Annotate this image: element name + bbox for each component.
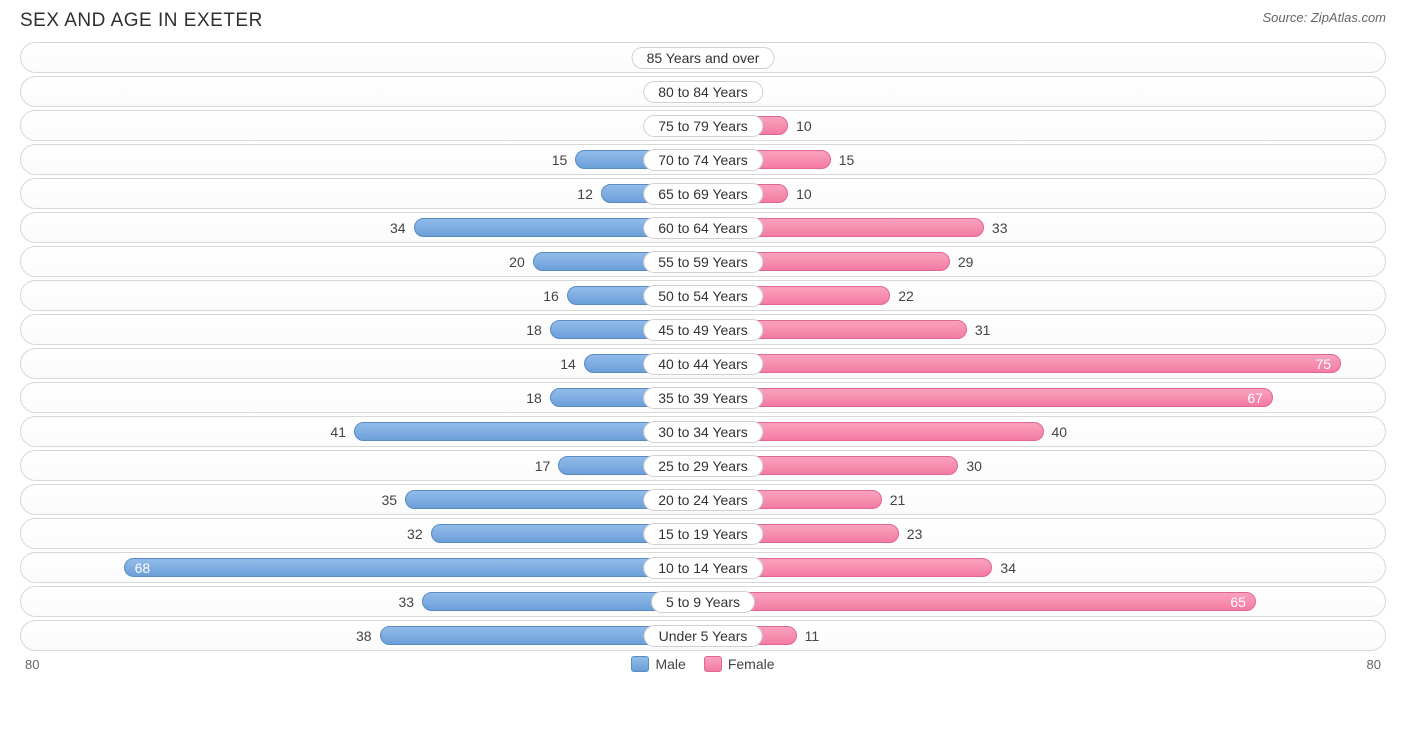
female-value: 31 — [975, 322, 991, 338]
female-value: 34 — [1000, 560, 1016, 576]
chart-row: 17 30 25 to 29 Years — [20, 450, 1386, 481]
chart-source: Source: ZipAtlas.com — [1262, 10, 1386, 25]
age-group-label: Under 5 Years — [644, 625, 763, 647]
chart-row: 68 34 10 to 14 Years — [20, 552, 1386, 583]
age-group-label: 80 to 84 Years — [643, 81, 763, 103]
age-group-label: 50 to 54 Years — [643, 285, 763, 307]
male-value: 16 — [543, 288, 559, 304]
female-bar — [703, 592, 1256, 611]
male-value: 68 — [125, 560, 161, 576]
female-value: 23 — [907, 526, 923, 542]
female-value: 65 — [1220, 594, 1256, 610]
male-value: 32 — [407, 526, 423, 542]
male-value: 38 — [356, 628, 372, 644]
age-group-label: 55 to 59 Years — [643, 251, 763, 273]
male-value: 18 — [526, 322, 542, 338]
chart-area: 5585 Years and over1480 to 84 Years41075… — [0, 34, 1406, 651]
age-group-label: 35 to 39 Years — [643, 387, 763, 409]
chart-row: 41 40 30 to 34 Years — [20, 416, 1386, 447]
male-value: 33 — [399, 594, 415, 610]
female-value: 11 — [805, 628, 820, 644]
female-swatch-icon — [704, 656, 722, 672]
female-value: 40 — [1052, 424, 1068, 440]
female-value: 10 — [796, 186, 812, 202]
legend-item-female: Female — [704, 656, 775, 672]
female-value: 15 — [839, 152, 855, 168]
chart-row: 12 10 65 to 69 Years — [20, 178, 1386, 209]
chart-row: 20 29 55 to 59 Years — [20, 246, 1386, 277]
chart-footer: 80 Male Female 80 — [0, 654, 1406, 672]
chart-row: 38 11 Under 5 Years — [20, 620, 1386, 651]
male-value: 14 — [560, 356, 576, 372]
male-value: 20 — [509, 254, 525, 270]
male-value: 15 — [552, 152, 568, 168]
female-value: 30 — [966, 458, 982, 474]
male-value: 41 — [330, 424, 346, 440]
age-group-label: 15 to 19 Years — [643, 523, 763, 545]
chart-row: 33 65 5 to 9 Years — [20, 586, 1386, 617]
female-value: 10 — [796, 118, 812, 134]
chart-row: 41075 to 79 Years — [20, 110, 1386, 141]
age-group-label: 70 to 74 Years — [643, 149, 763, 171]
age-group-label: 75 to 79 Years — [643, 115, 763, 137]
chart-title: SEX AND AGE IN EXETER — [20, 10, 263, 32]
chart-row: 34 33 60 to 64 Years — [20, 212, 1386, 243]
age-group-label: 85 Years and over — [632, 47, 775, 69]
male-swatch-icon — [631, 656, 649, 672]
axis-max-left: 80 — [25, 657, 39, 672]
male-value: 34 — [390, 220, 406, 236]
age-group-label: 30 to 34 Years — [643, 421, 763, 443]
female-value: 21 — [890, 492, 906, 508]
female-bar — [703, 354, 1341, 373]
female-bar — [703, 388, 1273, 407]
legend-item-male: Male — [631, 656, 685, 672]
legend: Male Female — [631, 656, 774, 672]
male-value: 35 — [381, 492, 397, 508]
male-bar — [124, 558, 703, 577]
female-value: 67 — [1237, 390, 1273, 406]
age-group-label: 60 to 64 Years — [643, 217, 763, 239]
chart-row: 32 23 15 to 19 Years — [20, 518, 1386, 549]
age-group-label: 40 to 44 Years — [643, 353, 763, 375]
female-value: 29 — [958, 254, 974, 270]
chart-row: 15 15 70 to 74 Years — [20, 144, 1386, 175]
age-group-label: 20 to 24 Years — [643, 489, 763, 511]
chart-row: 18 31 45 to 49 Years — [20, 314, 1386, 345]
female-value: 33 — [992, 220, 1008, 236]
age-group-label: 5 to 9 Years — [651, 591, 755, 613]
male-value: 18 — [526, 390, 542, 406]
age-group-label: 65 to 69 Years — [643, 183, 763, 205]
age-group-label: 10 to 14 Years — [643, 557, 763, 579]
chart-row: 35 21 20 to 24 Years — [20, 484, 1386, 515]
age-group-label: 25 to 29 Years — [643, 455, 763, 477]
chart-row: 18 67 35 to 39 Years — [20, 382, 1386, 413]
chart-header: SEX AND AGE IN EXETER Source: ZipAtlas.c… — [0, 0, 1406, 34]
legend-male-label: Male — [655, 656, 685, 672]
age-group-label: 45 to 49 Years — [643, 319, 763, 341]
chart-row: 16 22 50 to 54 Years — [20, 280, 1386, 311]
male-value: 12 — [577, 186, 593, 202]
female-value: 75 — [1305, 356, 1341, 372]
chart-row: 5585 Years and over — [20, 42, 1386, 73]
male-value: 17 — [535, 458, 551, 474]
axis-max-right: 80 — [1367, 657, 1381, 672]
chart-row: 14 75 40 to 44 Years — [20, 348, 1386, 379]
legend-female-label: Female — [728, 656, 775, 672]
chart-row: 1480 to 84 Years — [20, 76, 1386, 107]
female-value: 22 — [898, 288, 914, 304]
